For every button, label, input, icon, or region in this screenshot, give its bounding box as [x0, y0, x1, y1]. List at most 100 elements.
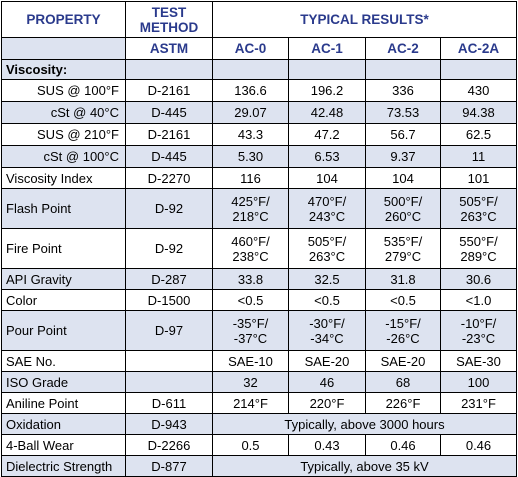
product-header: AC-2	[365, 37, 441, 60]
result-value: 31.8	[365, 268, 441, 290]
result-value: 136.6	[212, 79, 289, 102]
result-line: 505°F/	[459, 193, 498, 209]
result-value: 68	[365, 371, 441, 393]
result-value: 470°F/243°C	[288, 188, 366, 229]
table-row: cSt @ 100°C D-445 5.30 6.53 9.37 11	[1, 145, 518, 168]
result-line: 460°F/	[231, 233, 270, 249]
result-value: 43.3	[212, 123, 289, 146]
result-line: -34°C	[310, 330, 344, 346]
test-method: D-2161	[125, 79, 213, 102]
result-value	[365, 59, 441, 80]
property-name: ISO Grade	[1, 371, 126, 393]
test-method	[125, 59, 213, 80]
property-name: Oxidation	[1, 413, 126, 435]
property-name: SAE No.	[1, 350, 126, 372]
result-value: <0.5	[212, 289, 289, 311]
result-value: 460°F/238°C	[212, 228, 289, 269]
result-value: 42.48	[288, 101, 366, 124]
result-line: 218°C	[232, 208, 269, 224]
result-value: 226°F	[365, 392, 441, 414]
result-line: 470°F/	[307, 193, 347, 209]
test-method: D-2270	[125, 167, 213, 189]
result-line: 243°C	[308, 208, 346, 224]
result-value: 56.7	[365, 123, 441, 146]
result-line: 263°C	[308, 248, 346, 264]
result-line: -10°F/	[460, 315, 497, 331]
result-value: 505°F/263°C	[439, 188, 518, 229]
astm-header: ASTM	[125, 37, 213, 60]
result-line: -30°F/	[309, 315, 345, 331]
result-line: -15°F/	[385, 315, 421, 331]
test-method: D-445	[125, 101, 213, 124]
typical-result-span: Typically, above 35 kV	[211, 455, 518, 477]
test-method	[125, 350, 213, 372]
property-name: Viscosity Index	[1, 167, 126, 189]
result-value: 6.53	[288, 145, 366, 168]
result-value: 73.53	[365, 101, 441, 124]
test-method	[125, 371, 213, 393]
result-value: -35°F/-37°C	[212, 310, 289, 351]
result-value: 220°F	[288, 392, 366, 414]
subheader-row: ASTM AC-0 AC-1 AC-2 AC-2A	[1, 37, 518, 60]
table-row: ISO Grade 32 46 68 100	[1, 371, 518, 393]
result-value: SAE-30	[439, 350, 518, 372]
test-method: D-877	[125, 455, 213, 477]
property-name: Color	[1, 289, 126, 311]
test-method: D-287	[125, 268, 213, 290]
result-value: 0.5	[212, 434, 289, 456]
typical-results-header: TYPICAL RESULTS*	[211, 1, 518, 38]
result-value: 11	[439, 145, 518, 168]
table-row: SUS @ 100°F D-2161 136.6 196.2 336 430	[1, 79, 518, 102]
result-value: 9.37	[365, 145, 441, 168]
result-value: 0.46	[365, 434, 441, 456]
result-value: 0.46	[439, 434, 518, 456]
test-method: D-943	[125, 413, 213, 435]
property-name: cSt @ 40°C	[1, 101, 126, 124]
test-method: D-2266	[125, 434, 213, 456]
result-value: 0.43	[288, 434, 366, 456]
result-value: SAE-20	[365, 350, 441, 372]
test-method: D-92	[125, 228, 213, 269]
table-row: Fire Point D-92 460°F/238°C 505°F/263°C 535°…	[1, 228, 518, 269]
result-line: 279°C	[384, 248, 422, 264]
result-value: 500°F/260°C	[365, 188, 441, 229]
test-method: D-1500	[125, 289, 213, 311]
test-method: D-611	[125, 392, 213, 414]
product-header: AC-2A	[439, 37, 518, 60]
property-name: 4-Ball Wear	[1, 434, 126, 456]
result-line: -23°C	[461, 330, 496, 346]
result-value: <0.5	[365, 289, 441, 311]
result-line: 238°C	[232, 248, 269, 264]
result-line: 260°C	[384, 208, 422, 224]
property-name: SUS @ 100°F	[1, 79, 126, 102]
result-line: 425°F/	[231, 193, 270, 209]
result-value: 46	[288, 371, 366, 393]
result-value: 62.5	[439, 123, 518, 146]
table-row: Flash Point D-92 425°F/218°C 470°F/243°C 500…	[1, 188, 518, 229]
result-value: 5.30	[212, 145, 289, 168]
result-value: 33.8	[212, 268, 289, 290]
property-name: cSt @ 100°C	[1, 145, 126, 168]
result-value: 231°F	[439, 392, 518, 414]
result-value: 29.07	[212, 101, 289, 124]
result-value: 505°F/263°C	[288, 228, 366, 269]
test-method: D-445	[125, 145, 213, 168]
result-line: 263°C	[460, 208, 497, 224]
property-name: Viscosity:	[1, 59, 126, 80]
table-row: Oxidation D-943 Typically, above 3000 hour…	[1, 413, 518, 435]
header-row: PROPERTY TEST METHOD TYPICAL RESULTS*	[1, 1, 518, 38]
result-value: -15°F/-26°C	[365, 310, 441, 351]
result-value	[212, 59, 289, 80]
result-value: 30.6	[439, 268, 518, 290]
result-line: 535°F/	[383, 233, 423, 249]
result-value: -10°F/-23°C	[439, 310, 518, 351]
result-value: 430	[439, 79, 518, 102]
result-value: 214°F	[212, 392, 289, 414]
result-line: -35°F/	[232, 315, 269, 331]
table-row: 4-Ball Wear D-2266 0.5 0.43 0.46 0.46	[1, 434, 518, 456]
product-header: AC-0	[212, 37, 289, 60]
test-method: D-92	[125, 188, 213, 229]
result-value: SAE-10	[212, 350, 289, 372]
property-header: PROPERTY	[1, 1, 126, 38]
